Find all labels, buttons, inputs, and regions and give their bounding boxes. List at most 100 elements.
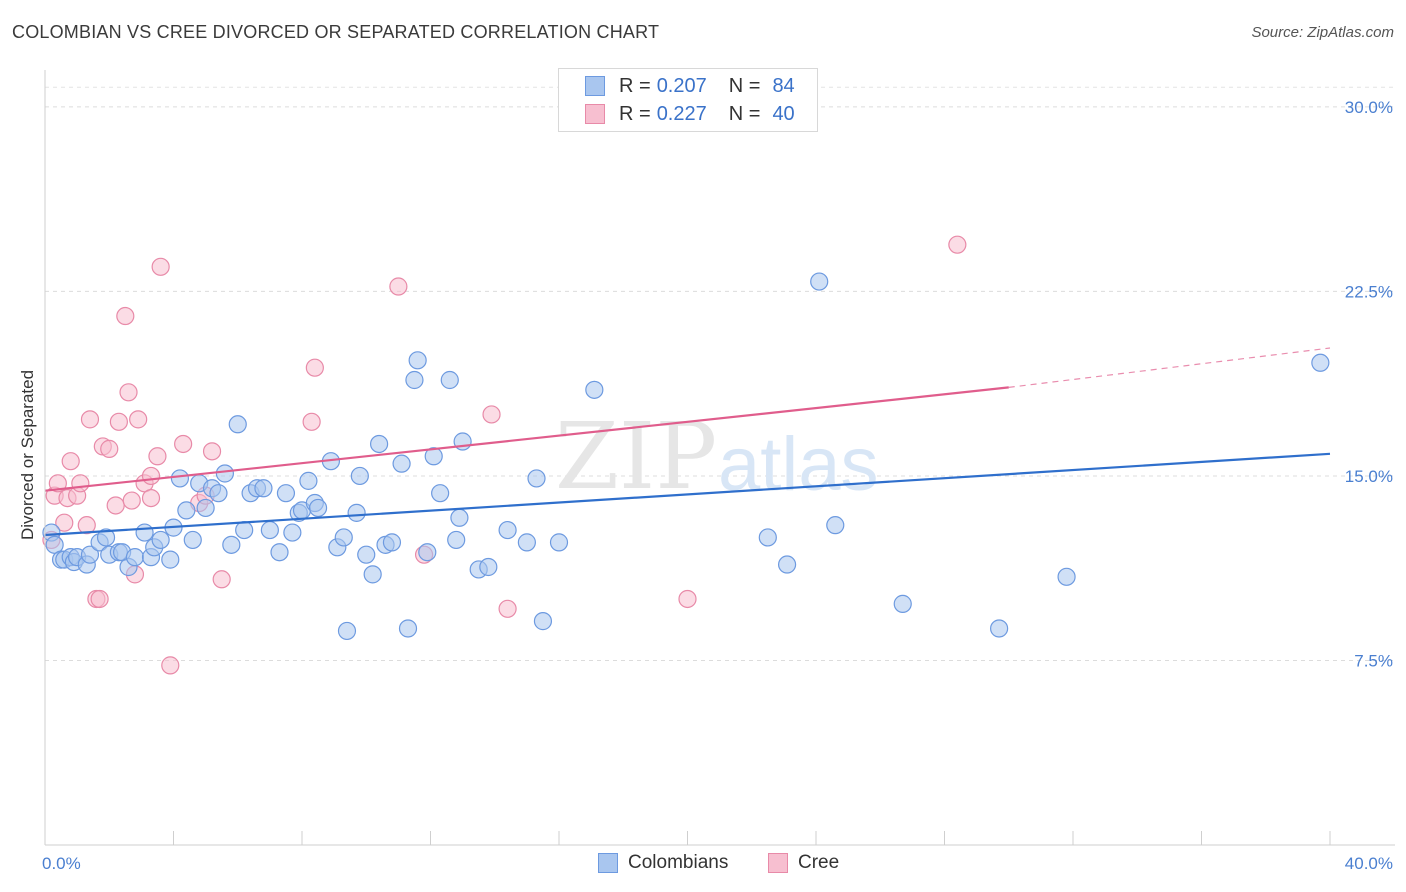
colombians-point bbox=[170, 469, 190, 488]
legend-swatch-colombians bbox=[598, 853, 618, 873]
legend-swatch-colombians bbox=[585, 76, 605, 96]
cree-point bbox=[174, 434, 193, 454]
colombians-point bbox=[222, 535, 241, 554]
watermark-atlas: atlas bbox=[718, 422, 879, 507]
cree-point bbox=[116, 306, 135, 326]
colombians-point bbox=[479, 557, 498, 577]
colombians-point bbox=[80, 545, 100, 564]
cree-point bbox=[389, 277, 408, 296]
colombians-point bbox=[1057, 567, 1076, 586]
colombians-point bbox=[337, 621, 357, 641]
cree-point bbox=[122, 491, 141, 510]
legend-swatch-cree bbox=[585, 104, 605, 124]
y-axis-label: Divorced or Separated bbox=[18, 370, 37, 540]
colombians-point bbox=[418, 543, 437, 562]
legend-item-colombians[interactable]: Colombians bbox=[598, 852, 728, 874]
legend-n-label: N = bbox=[728, 74, 761, 97]
cree-point bbox=[498, 599, 517, 618]
series-legend: Colombians Cree bbox=[0, 852, 1406, 878]
x-tick-label: 0.0% bbox=[42, 854, 81, 873]
colombians-point bbox=[440, 370, 459, 390]
cree-point bbox=[90, 589, 109, 609]
y-tick-label: 15.0% bbox=[1345, 467, 1393, 486]
y-tick-labels: 7.5% 15.0% 22.5% 30.0% bbox=[1345, 98, 1393, 671]
y-tick-label: 7.5% bbox=[1354, 651, 1393, 670]
colombians-point bbox=[527, 469, 546, 488]
legend-r-value: 0.207 bbox=[656, 74, 707, 97]
cree-point bbox=[48, 474, 67, 493]
colombians-point bbox=[235, 520, 254, 540]
colombians-point bbox=[135, 523, 154, 542]
cree-point bbox=[109, 412, 128, 431]
x-tick-labels: 0.0% 40.0% bbox=[42, 854, 1393, 873]
legend-n-label: N = bbox=[728, 102, 761, 125]
colombians-point bbox=[151, 530, 170, 550]
colombians-point bbox=[585, 380, 604, 399]
legend-r-label: R = bbox=[619, 102, 651, 125]
colombians-point bbox=[196, 498, 215, 518]
cree-point bbox=[161, 656, 180, 675]
chart-source: Source: ZipAtlas.com bbox=[1251, 24, 1394, 41]
cree-point bbox=[678, 589, 697, 609]
colombians-point bbox=[826, 516, 845, 535]
legend-label-cree: Cree bbox=[798, 852, 840, 873]
colombians-point bbox=[254, 479, 273, 498]
legend-n-value: 84 bbox=[772, 74, 795, 97]
colombians-point bbox=[228, 415, 247, 434]
colombians-point bbox=[1311, 353, 1330, 372]
colombians-point bbox=[392, 454, 411, 473]
colombians-point bbox=[450, 508, 469, 527]
legend-r-label: R = bbox=[619, 74, 651, 97]
cree-point bbox=[482, 405, 501, 424]
colombians-point bbox=[357, 545, 376, 564]
colombians-point bbox=[125, 548, 145, 567]
cree-point bbox=[212, 570, 231, 589]
cree-point bbox=[71, 474, 90, 493]
cree-point bbox=[119, 383, 138, 402]
colombians-point bbox=[347, 503, 366, 522]
chart-title: COLOMBIAN VS CREE DIVORCED OR SEPARATED … bbox=[12, 22, 660, 42]
colombians-point bbox=[777, 555, 797, 574]
cree-point bbox=[948, 235, 967, 254]
grid-lines bbox=[45, 86, 1395, 661]
colombians-point bbox=[363, 565, 382, 584]
cree-point bbox=[106, 496, 125, 515]
colombians-point bbox=[533, 612, 553, 631]
cree-point bbox=[100, 439, 119, 458]
cree-point bbox=[302, 412, 321, 431]
colombians-point bbox=[161, 550, 180, 569]
cree-point bbox=[202, 442, 222, 461]
cree-point bbox=[305, 358, 324, 377]
colombians-point bbox=[408, 351, 427, 370]
colombians-point bbox=[405, 370, 424, 390]
colombians-point bbox=[183, 530, 202, 550]
colombians-point bbox=[96, 528, 116, 547]
colombians-point bbox=[283, 523, 302, 542]
colombians-point bbox=[370, 434, 389, 454]
colombians-point bbox=[424, 447, 443, 466]
colombians-point bbox=[810, 272, 829, 291]
colombians-point bbox=[990, 619, 1009, 638]
cree-trend-extension bbox=[1008, 347, 1331, 388]
legend-swatch-cree bbox=[768, 853, 788, 873]
colombians-point bbox=[215, 464, 234, 483]
cree-point bbox=[151, 257, 170, 276]
cree-point bbox=[129, 410, 148, 429]
cree-point bbox=[141, 488, 161, 508]
cree-trend-line bbox=[44, 386, 1009, 492]
stats-legend: R = 0.207 N = 84 R = 0.227 N = 40 bbox=[558, 68, 818, 132]
colombians-point bbox=[758, 528, 777, 547]
legend-n-value: 40 bbox=[772, 102, 795, 125]
colombians-point bbox=[549, 533, 569, 552]
axes bbox=[44, 70, 1395, 846]
colombians-point bbox=[260, 520, 279, 540]
colombians-point bbox=[498, 520, 517, 540]
cree-point bbox=[77, 516, 96, 535]
cree-point bbox=[55, 513, 74, 532]
cree-point bbox=[80, 410, 100, 429]
y-tick-label: 30.0% bbox=[1345, 98, 1393, 117]
colombians-point bbox=[517, 533, 536, 552]
legend-item-cree[interactable]: Cree bbox=[768, 852, 839, 874]
colombians-point bbox=[893, 594, 912, 613]
